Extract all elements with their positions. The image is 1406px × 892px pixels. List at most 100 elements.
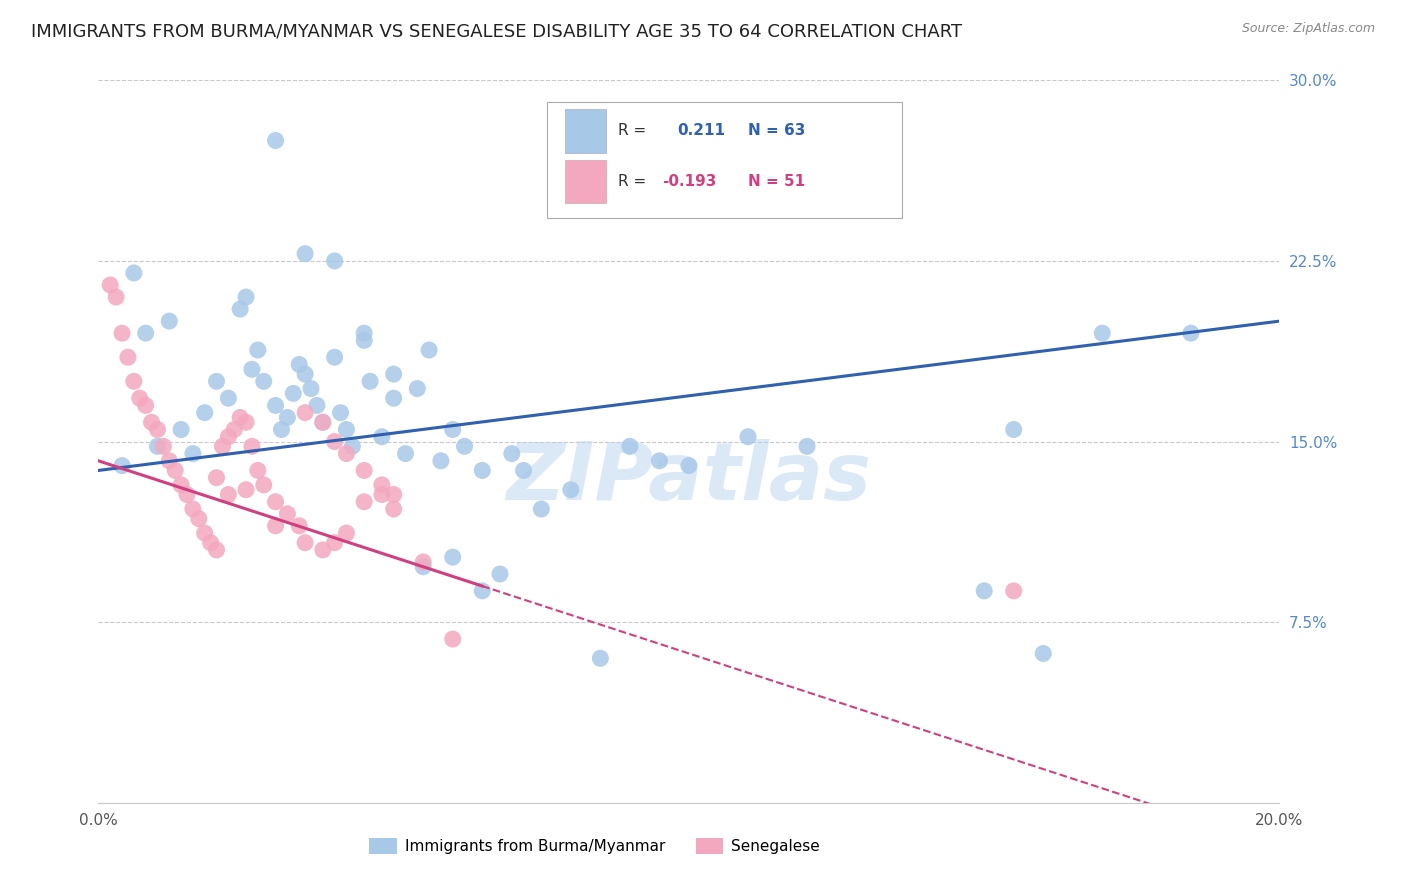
Point xyxy=(181,502,204,516)
Point xyxy=(441,550,464,565)
Bar xyxy=(565,109,606,153)
Point xyxy=(288,358,311,372)
Point xyxy=(217,487,239,501)
Point xyxy=(353,326,375,340)
Point xyxy=(270,422,292,436)
Point xyxy=(353,334,375,348)
Point xyxy=(194,526,217,541)
Point xyxy=(224,422,246,436)
Point xyxy=(246,463,269,477)
Point xyxy=(111,326,134,340)
Point xyxy=(501,446,523,460)
Text: N = 63: N = 63 xyxy=(748,123,806,138)
Point xyxy=(312,415,335,429)
Point xyxy=(353,463,375,477)
Point xyxy=(359,374,381,388)
Point xyxy=(323,253,346,268)
Text: IMMIGRANTS FROM BURMA/MYANMAR VS SENEGALESE DISABILITY AGE 35 TO 64 CORRELATION : IMMIGRANTS FROM BURMA/MYANMAR VS SENEGAL… xyxy=(31,22,962,40)
Point xyxy=(418,343,440,357)
Text: -0.193: -0.193 xyxy=(662,174,716,189)
FancyBboxPatch shape xyxy=(547,102,901,218)
Point xyxy=(441,422,464,436)
Point xyxy=(264,494,287,508)
Point xyxy=(240,362,263,376)
Text: 0.211: 0.211 xyxy=(678,123,725,138)
Point xyxy=(412,555,434,569)
Point xyxy=(194,406,217,420)
Point xyxy=(489,567,512,582)
Point xyxy=(205,374,228,388)
Text: ZIPatlas: ZIPatlas xyxy=(506,439,872,516)
Text: R =: R = xyxy=(619,123,651,138)
Point xyxy=(796,439,818,453)
Point xyxy=(312,415,335,429)
Point xyxy=(353,494,375,508)
Point xyxy=(441,632,464,646)
Text: R =: R = xyxy=(619,174,651,189)
Point xyxy=(1002,422,1025,436)
Point xyxy=(111,458,134,473)
Text: Source: ZipAtlas.com: Source: ZipAtlas.com xyxy=(1241,22,1375,36)
Point xyxy=(560,483,582,497)
Point xyxy=(382,502,405,516)
Point xyxy=(170,478,193,492)
Point xyxy=(276,410,298,425)
Point xyxy=(619,439,641,453)
Point xyxy=(371,478,394,492)
Point xyxy=(157,454,180,468)
Legend: Immigrants from Burma/Myanmar, Senegalese: Immigrants from Burma/Myanmar, Senegales… xyxy=(363,832,825,860)
Point xyxy=(512,463,534,477)
Point xyxy=(122,266,145,280)
Point xyxy=(323,434,346,449)
Point xyxy=(105,290,128,304)
Point xyxy=(589,651,612,665)
Point xyxy=(187,511,209,525)
Point xyxy=(128,391,150,405)
Point xyxy=(217,391,239,405)
Point xyxy=(165,463,187,477)
Point xyxy=(205,542,228,557)
Point xyxy=(135,398,157,412)
Point xyxy=(141,415,163,429)
Point xyxy=(412,559,434,574)
Point xyxy=(1002,583,1025,598)
Point xyxy=(453,439,475,453)
Point xyxy=(406,382,429,396)
Point xyxy=(246,343,269,357)
Point xyxy=(342,439,364,453)
Point xyxy=(240,439,263,453)
Point xyxy=(430,454,453,468)
Point xyxy=(973,583,995,598)
Point xyxy=(294,246,316,260)
Point xyxy=(288,518,311,533)
Point xyxy=(276,507,298,521)
Point xyxy=(305,398,328,412)
Point xyxy=(235,483,257,497)
Point xyxy=(152,439,174,453)
Point xyxy=(335,446,357,460)
Point xyxy=(217,430,239,444)
Point xyxy=(1180,326,1202,340)
Point xyxy=(283,386,305,401)
Point xyxy=(382,487,405,501)
Point xyxy=(382,391,405,405)
Point xyxy=(157,314,180,328)
Point xyxy=(200,535,222,549)
Point xyxy=(205,470,228,484)
Point xyxy=(323,535,346,549)
Point xyxy=(371,430,394,444)
Point xyxy=(170,422,193,436)
Point xyxy=(117,350,139,364)
Point xyxy=(299,382,322,396)
Point xyxy=(335,422,357,436)
Point xyxy=(678,458,700,473)
Point xyxy=(648,454,671,468)
Bar xyxy=(565,160,606,203)
Point xyxy=(1032,647,1054,661)
Text: N = 51: N = 51 xyxy=(748,174,806,189)
Point xyxy=(371,487,394,501)
Point xyxy=(471,463,494,477)
Point xyxy=(264,133,287,147)
Point xyxy=(530,502,553,516)
Point xyxy=(335,526,357,541)
